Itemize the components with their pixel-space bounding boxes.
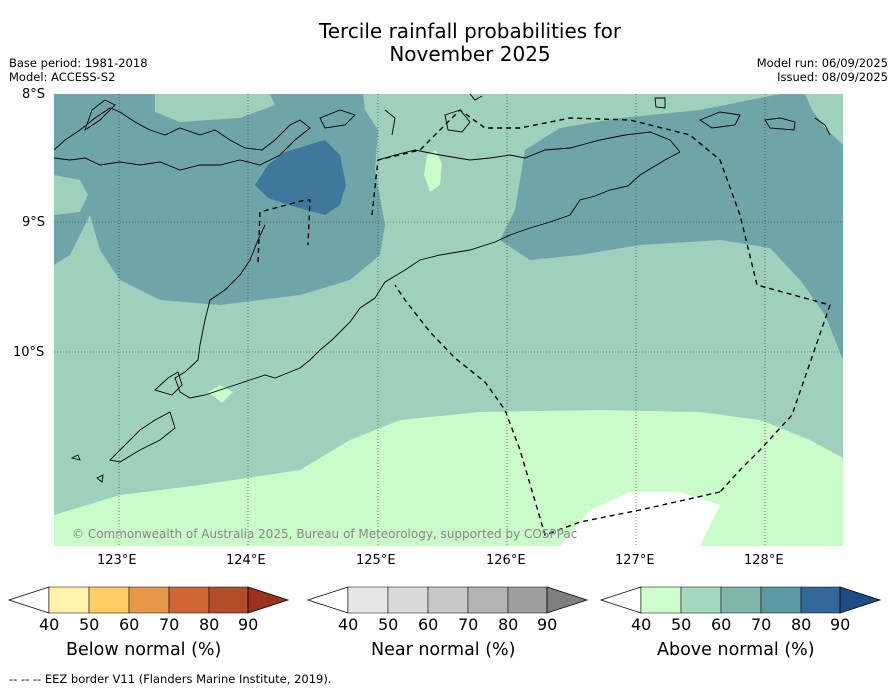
cb3-tick-60: 60 [711, 615, 732, 634]
cb2-tick-60: 60 [418, 615, 439, 634]
prob-50-60-patch-west [54, 175, 88, 215]
coastline-islet-1 [70, 454, 81, 461]
prob-50-60-patch-northeast [805, 94, 843, 145]
eez-border-east [371, 109, 831, 493]
coastline-flores [54, 107, 311, 171]
coastline-moa [764, 117, 796, 131]
cb2-tick-70: 70 [458, 615, 479, 634]
coastlines [54, 94, 831, 483]
title-line-2: November 2025 [389, 42, 551, 66]
cb2-tick-50: 50 [378, 615, 399, 634]
base-period-text: Base period: 1981-2018 [9, 56, 148, 70]
cb2-tick-40: 40 [338, 615, 359, 634]
cb1-tick-50: 50 [79, 615, 100, 634]
colorbar-below-normal [7, 586, 290, 614]
prob-below-40-region [560, 492, 720, 546]
lat-label-8s: 8°S [22, 87, 46, 102]
colorbar-near-normal [306, 586, 589, 614]
coastline-west-timor [174, 224, 266, 399]
cb3-title: Above normal (%) [657, 640, 815, 660]
cb1-title: Below normal (%) [66, 640, 222, 660]
prob-60-70-region-west [54, 94, 385, 305]
map-fill [54, 94, 843, 546]
cb1-tick-70: 70 [159, 615, 180, 634]
meta-left: Base period: 1981-2018 Model: ACCESS-S2 [9, 56, 148, 84]
prob-60-70-region-east [500, 94, 843, 360]
model-run-text: Model run: 06/09/2025 [756, 56, 888, 70]
issued-text: Issued: 08/09/2025 [777, 70, 888, 84]
graticule [54, 94, 843, 546]
prob-40-50-patch-sumba [208, 385, 233, 403]
coastline-kisar [814, 117, 831, 136]
title-line-1: Tercile rainfall probabilities for [318, 19, 622, 43]
coastline-romang [469, 94, 483, 101]
cb1-tick-80: 80 [199, 615, 220, 634]
coastline-timor-north [377, 131, 681, 161]
lat-label-10s: 10°S [13, 345, 45, 360]
cb3-tick-70: 70 [751, 615, 772, 634]
coastline-rote [154, 371, 183, 396]
model-text: Model: ACCESS-S2 [9, 70, 116, 84]
lon-label-128e: 128°E [744, 553, 784, 568]
footer-eez-note: -- -- -- EEZ border V11 (Flanders Marine… [9, 672, 332, 686]
cb2-tick-80: 80 [498, 615, 519, 634]
coastline-alor [319, 109, 356, 129]
lon-label-125e: 125°E [356, 553, 396, 568]
prob-50-60-patch-north [155, 94, 275, 122]
cb1-tick-60: 60 [119, 615, 140, 634]
chart-title: Tercile rainfall probabilities for Novem… [270, 20, 670, 66]
lon-label-124e: 124°E [226, 553, 266, 568]
coastline-islet-2 [96, 474, 104, 483]
coastline-savu [109, 411, 176, 463]
coastline-leti [699, 111, 741, 129]
cb3-tick-50: 50 [671, 615, 692, 634]
cb2-tick-90: 90 [537, 615, 558, 634]
cb3-tick-40: 40 [631, 615, 652, 634]
cb3-tick-80: 80 [791, 615, 812, 634]
coastline-atauro [444, 109, 471, 133]
cb3-tick-90: 90 [830, 615, 851, 634]
meta-right: Model run: 06/09/2025 Issued: 08/09/2025 [757, 56, 888, 84]
prob-40-50-patch-timor [424, 150, 442, 192]
copyright-text: © Commonwealth of Australia 2025, Bureau… [72, 527, 577, 541]
lon-label-126e: 126°E [486, 553, 526, 568]
cb2-title: Near normal (%) [371, 640, 516, 660]
coastline-babar [654, 97, 666, 109]
coastline-wetar [384, 109, 396, 136]
colorbar-above-normal [599, 586, 882, 614]
eez-border [257, 109, 831, 536]
cb1-tick-40: 40 [39, 615, 60, 634]
lon-label-123e: 123°E [97, 553, 137, 568]
prob-70-80-region [255, 140, 346, 215]
coastline-lesser-sunda [84, 99, 116, 132]
coastline-timor-south [219, 151, 681, 391]
eez-border-south [394, 284, 721, 536]
cb1-tick-90: 90 [238, 615, 259, 634]
lon-label-127e: 127°E [615, 553, 655, 568]
lat-label-9s: 9°S [22, 215, 46, 230]
